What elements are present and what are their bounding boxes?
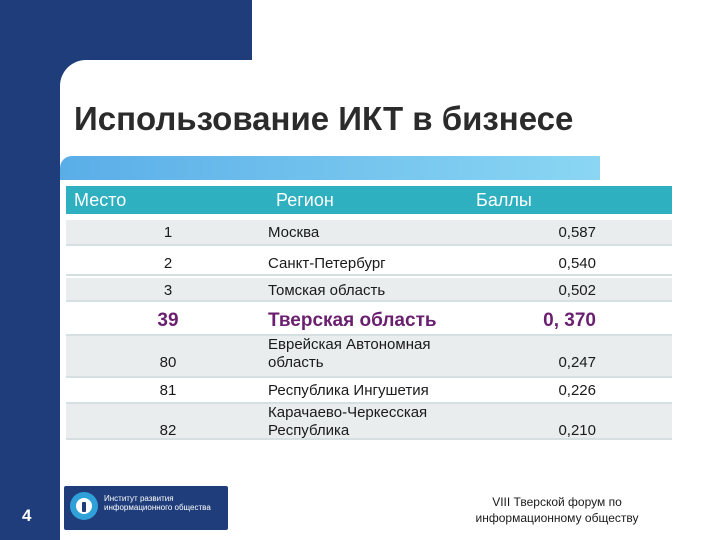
- left-navy-bar: [0, 60, 60, 540]
- table-row: 80 Еврейская Автономная область 0,247: [66, 336, 672, 378]
- footer-line2: информационному обществу: [475, 511, 639, 525]
- cell-place: 2: [163, 255, 173, 272]
- table-row: 82 Карачаево-Черкесская Республика 0,210: [66, 404, 672, 440]
- cell-place: 81: [159, 382, 177, 399]
- cell-place: 80: [159, 354, 177, 371]
- cell-place: 3: [163, 282, 173, 299]
- cell-score: 0,502: [558, 282, 596, 299]
- cell-score: 0,540: [558, 255, 596, 272]
- header-region: Регион: [276, 190, 334, 210]
- table-row-highlight: 39 Тверская область 0, 370: [66, 304, 672, 336]
- cell-score: 0,247: [558, 354, 596, 371]
- logo-line1: Институт развития: [104, 494, 174, 503]
- cell-region: Санкт-Петербург: [268, 255, 386, 272]
- logo-line2: информационного общества: [104, 503, 211, 512]
- header-place: Место: [74, 190, 127, 210]
- cell-region: Томская область: [268, 282, 386, 299]
- cell-score: 0, 370: [543, 310, 596, 331]
- logo-text: Институт развития информационного общест…: [104, 494, 211, 512]
- cell-region: Тверская область: [268, 310, 437, 331]
- cell-score: 0,210: [558, 422, 596, 439]
- cell-place: 82: [159, 422, 177, 439]
- cell-score: 0,587: [558, 224, 596, 241]
- cell-region-line2: Республика: [268, 422, 350, 439]
- institute-logo: Институт развития информационного общест…: [64, 486, 228, 530]
- institute-logo-icon: [70, 492, 98, 520]
- cell-score: 0,226: [558, 382, 596, 399]
- slide-number: 4: [22, 506, 32, 525]
- title-accent-bar: [60, 156, 600, 180]
- cell-region-line1: Еврейская Автономная: [268, 336, 431, 353]
- slide-title: Использование ИКТ в бизнесе: [74, 100, 574, 137]
- table-row: 81 Республика Ингушетия 0,226: [66, 380, 672, 404]
- cell-place: 1: [163, 224, 173, 241]
- cell-region: Республика Ингушетия: [268, 382, 429, 399]
- table-row: 2 Санкт-Петербург 0,540: [66, 250, 672, 276]
- header-score: Баллы: [476, 190, 532, 210]
- table-header: Место Регион Баллы: [66, 186, 672, 214]
- table-row: 3 Томская область 0,502: [66, 278, 672, 302]
- cell-region-line1: Карачаево-Черкесская: [268, 404, 428, 421]
- footer-line1: VIII Тверской форум по: [492, 495, 622, 509]
- cell-place: 39: [157, 310, 179, 331]
- footer-caption: VIII Тверской форум по информационному о…: [452, 494, 662, 526]
- cell-region-line2: область: [268, 354, 324, 371]
- cell-region: Москва: [268, 224, 320, 241]
- table-row: 1 Москва 0,587: [66, 220, 672, 246]
